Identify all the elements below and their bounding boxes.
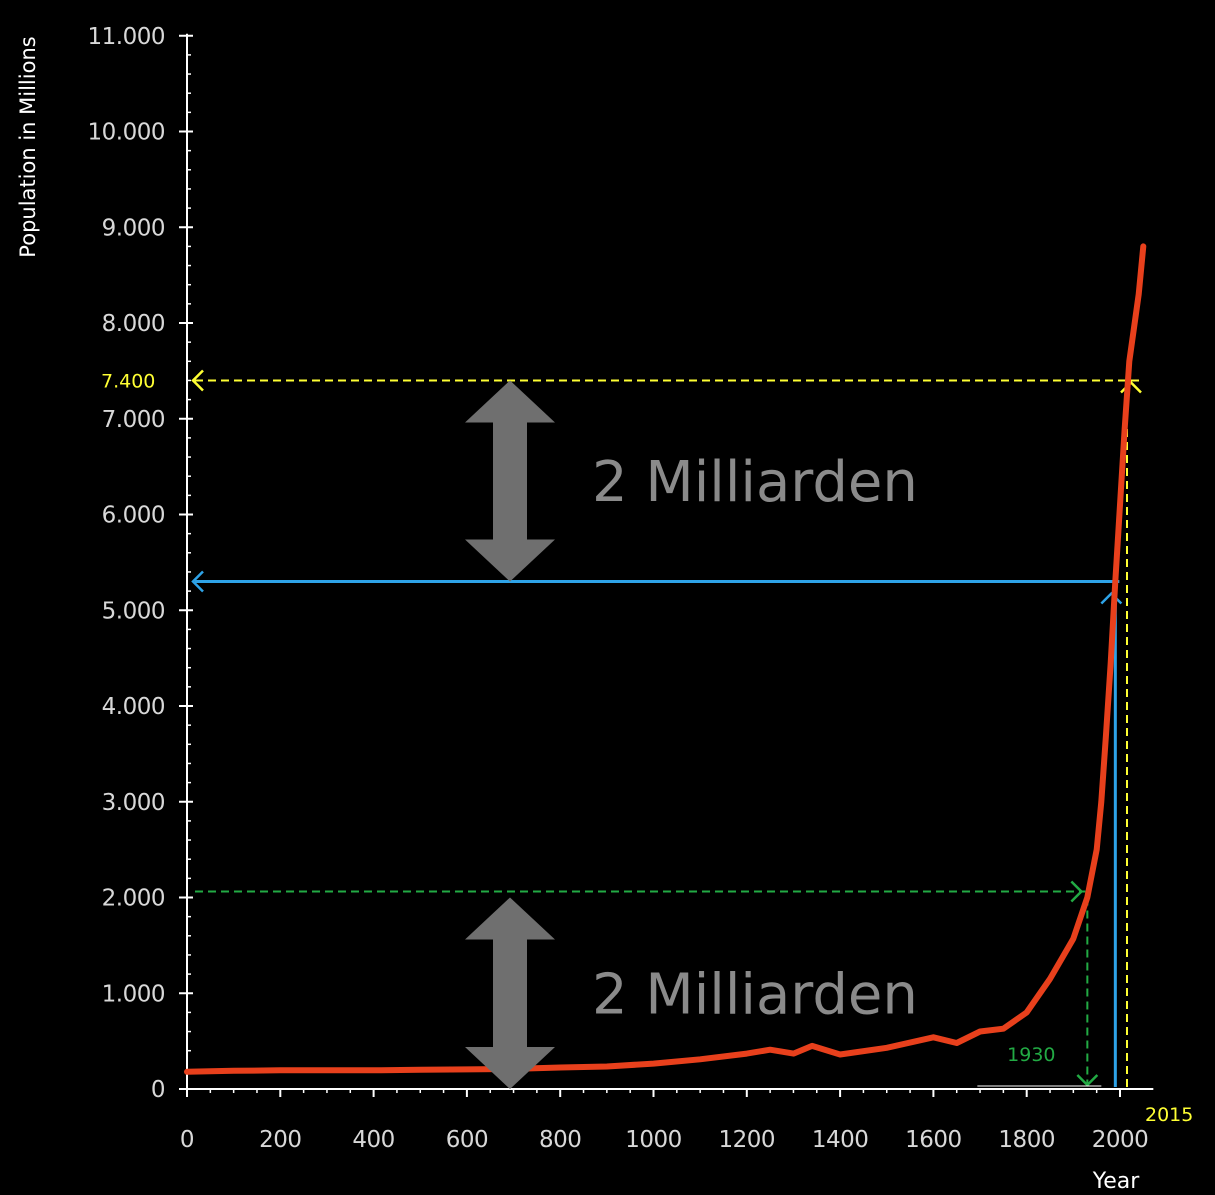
- span-label-upper: 2 Milliarden: [592, 450, 918, 515]
- x-tick-label: 1800: [998, 1127, 1055, 1153]
- y-axis-title: Population in Millions: [16, 36, 40, 257]
- y-tick-label: 11.000: [88, 24, 165, 50]
- annotation-1930: 1930: [1007, 1044, 1055, 1066]
- y-tick-label: 10.000: [88, 120, 165, 146]
- x-axis-title: Year: [1092, 1169, 1141, 1194]
- x-tick-label: 0: [180, 1127, 194, 1153]
- x-tick-label: 1400: [812, 1127, 869, 1153]
- y-tick-label: 2.000: [102, 886, 165, 912]
- x-tick-label: 1600: [905, 1127, 962, 1153]
- y-tick-label: 5.000: [102, 598, 165, 624]
- x-tick-label: 400: [352, 1127, 394, 1153]
- y-tick-label: 9.000: [102, 215, 165, 241]
- x-tick-label: 2000: [1092, 1127, 1149, 1153]
- x-tick-label: 600: [446, 1127, 488, 1153]
- annotation-2015: 2015: [1145, 1104, 1193, 1126]
- y-tick-label: 4.000: [102, 694, 165, 720]
- x-tick-label: 1200: [719, 1127, 776, 1153]
- x-tick-label: 800: [539, 1127, 581, 1153]
- y-tick-label: 1.000: [102, 981, 165, 1007]
- y-tick-label: 8.000: [102, 311, 165, 337]
- y-tick-label: 6.000: [102, 503, 165, 529]
- span-label-lower: 2 Milliarden: [592, 962, 918, 1027]
- annotation-7400: 7.400: [101, 370, 155, 392]
- y-tick-label: 7.000: [102, 407, 165, 433]
- y-tick-label: 3.000: [102, 790, 165, 816]
- y-tick-label: 0: [151, 1077, 165, 1103]
- x-tick-label: 200: [259, 1127, 301, 1153]
- x-tick-label: 1000: [625, 1127, 682, 1153]
